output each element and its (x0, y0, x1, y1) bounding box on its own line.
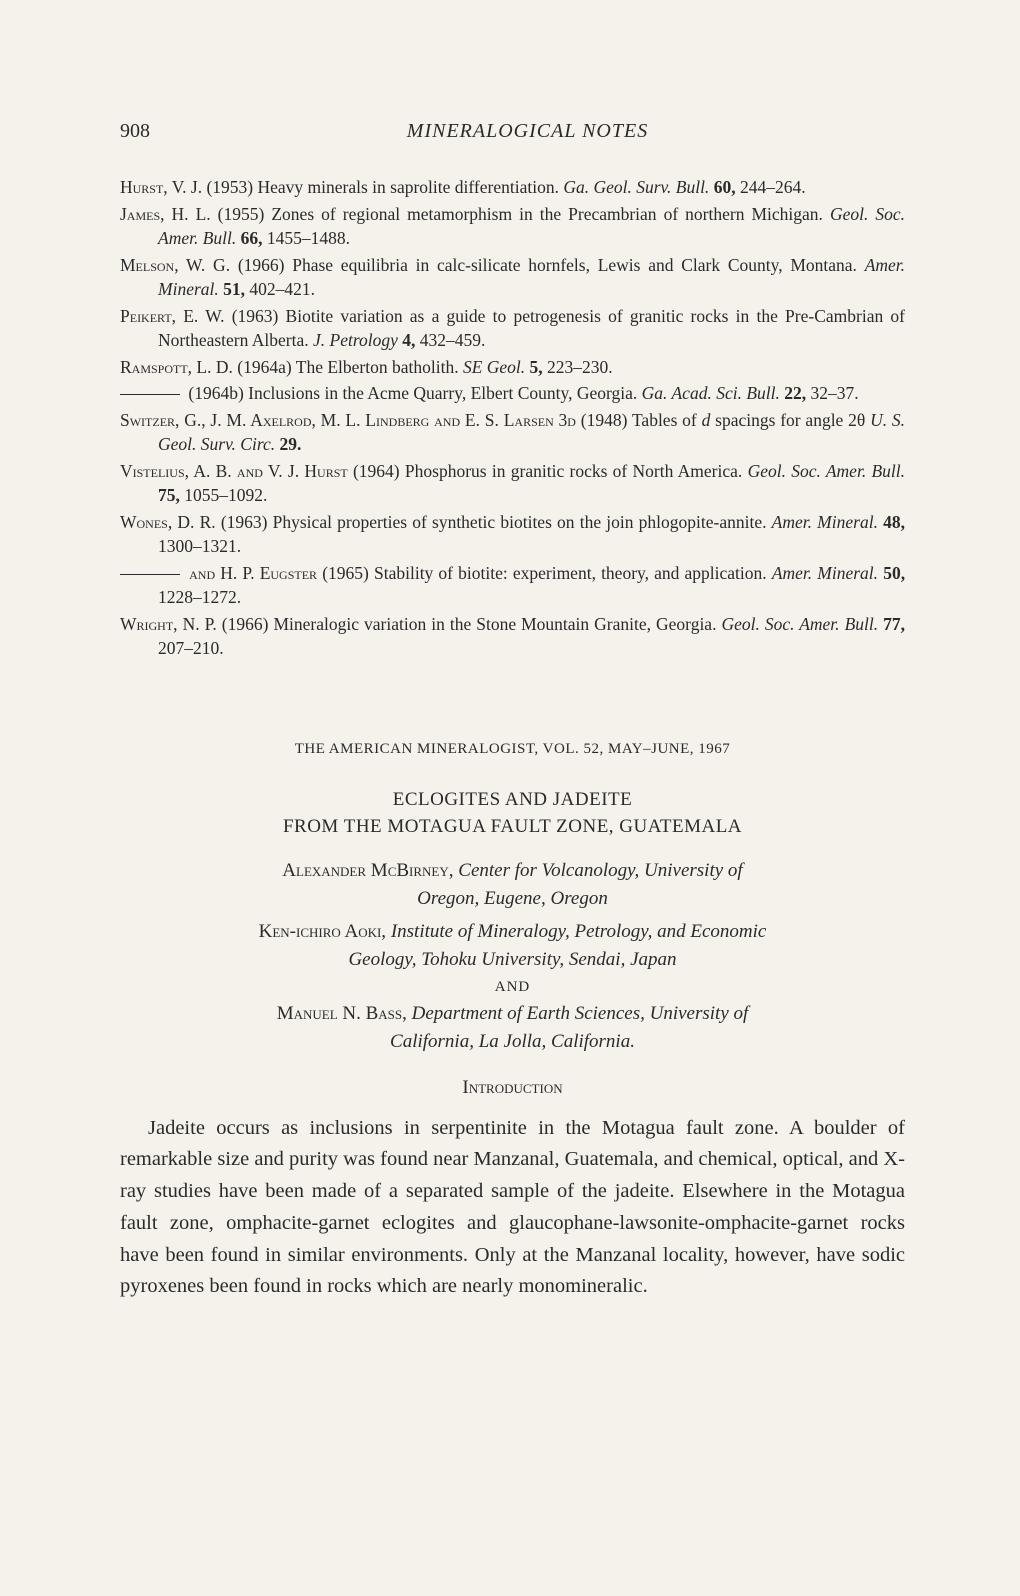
reference-entry: Wones, D. R. (1963) Physical properties … (120, 510, 905, 559)
and-label: AND (120, 979, 905, 996)
author-block: Alexander McBirney, Center for Volcanolo… (120, 857, 905, 914)
reference-entry: Wright, N. P. (1966) Mineralogic variati… (120, 612, 905, 661)
reference-list: Hurst, V. J. (1953) Heavy minerals in sa… (120, 175, 905, 661)
dash-icon (120, 394, 180, 395)
author-block: Manuel N. Bass, Department of Earth Scie… (120, 1000, 905, 1057)
reference-entry: Melson, W. G. (1966) Phase equilibria in… (120, 253, 905, 302)
reference-entry: and H. P. Eugster (1965) Stability of bi… (120, 561, 905, 610)
ref-author: Hurst, V. J. (120, 177, 202, 197)
author-block: Ken-ichiro Aoki, Institute of Mineralogy… (120, 918, 905, 975)
header-title: MINERALOGICAL NOTES (150, 120, 905, 143)
reference-entry: (1964b) Inclusions in the Acme Quarry, E… (120, 381, 905, 406)
reference-entry: Switzer, G., J. M. Axelrod, M. L. Lindbe… (120, 408, 905, 457)
reference-entry: Ramspott, L. D. (1964a) The Elberton bat… (120, 355, 905, 380)
page-number: 908 (120, 120, 150, 143)
dash-icon (120, 574, 180, 575)
body-paragraph: Jadeite occurs as inclusions in serpenti… (120, 1113, 905, 1304)
reference-entry: James, H. L. (1955) Zones of regional me… (120, 202, 905, 251)
reference-entry: Vistelius, A. B. and V. J. Hurst (1964) … (120, 459, 905, 508)
page-header: 908 MINERALOGICAL NOTES (120, 120, 905, 143)
article-title: ECLOGITES AND JADEITE FROM THE MOTAGUA F… (120, 786, 905, 841)
journal-header: THE AMERICAN MINERALOGIST, VOL. 52, MAY–… (120, 741, 905, 758)
reference-entry: Peikert, E. W. (1963) Biotite variation … (120, 304, 905, 353)
section-heading: Introduction (120, 1077, 905, 1099)
reference-entry: Hurst, V. J. (1953) Heavy minerals in sa… (120, 175, 905, 200)
